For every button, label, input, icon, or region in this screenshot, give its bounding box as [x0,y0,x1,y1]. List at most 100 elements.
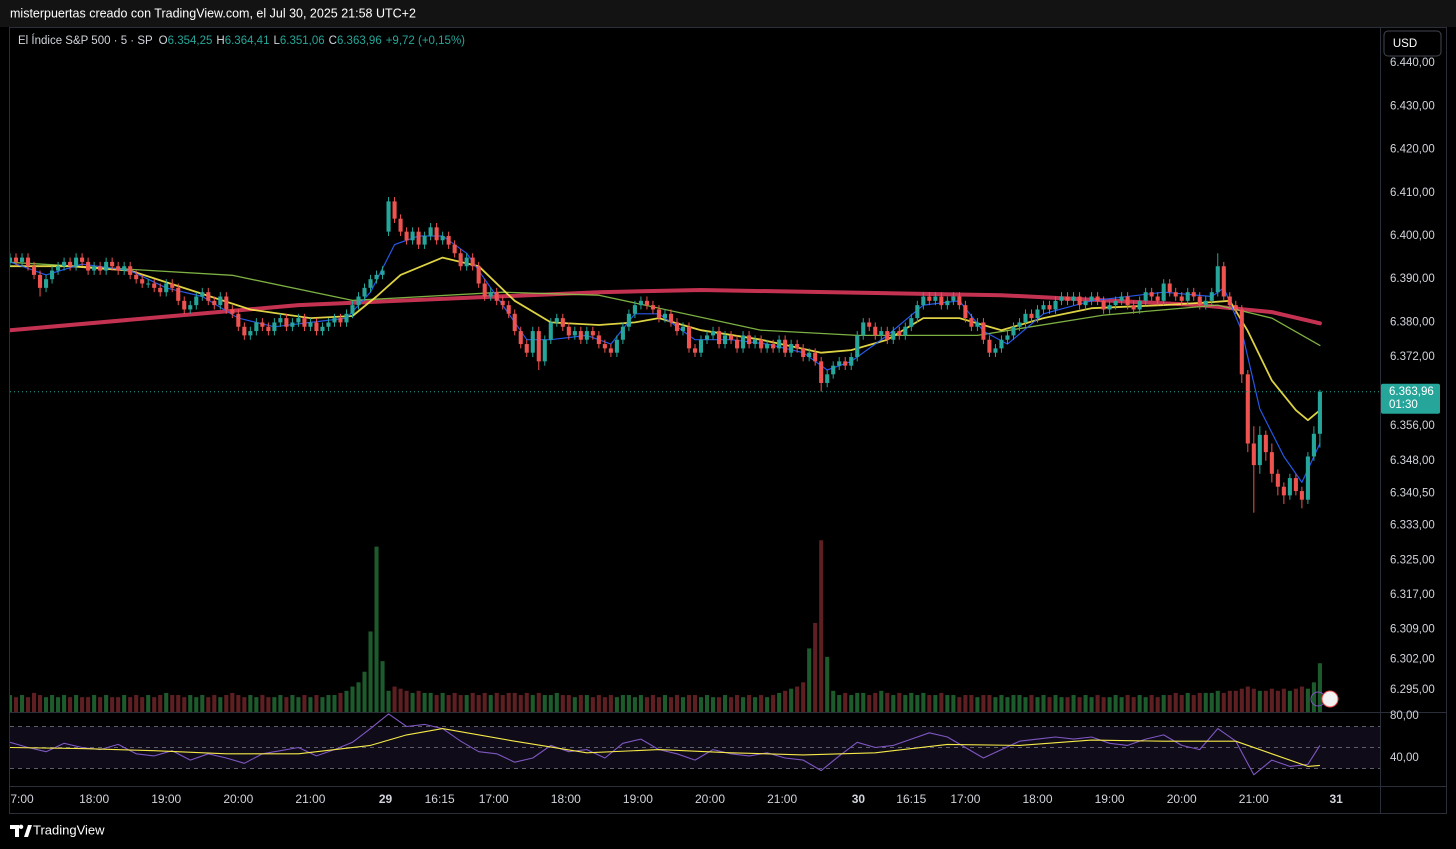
candle-body [969,318,974,327]
candle-body [1059,296,1064,301]
volume-bar [428,692,433,712]
candle-body [25,257,31,267]
volume-bar [897,692,902,712]
currency[interactable]: USD [1393,38,1417,50]
y-tick-label: 6.380,00 [1390,316,1435,328]
candle-body [386,201,391,232]
candle-body [200,292,205,297]
candle-body [104,261,109,271]
volume-bar [1089,697,1094,712]
volume-bar [350,686,355,712]
volume-bar [290,695,295,712]
volume-bar [1185,692,1190,712]
candle-body [308,322,313,327]
candle-body [344,313,349,323]
candle-body [662,313,667,319]
x-tick-label: 18:00 [79,792,109,806]
candle-body [80,257,85,262]
candle-body [428,227,433,236]
volume-bar [1215,690,1220,712]
volume-bar [807,648,812,712]
volume-bar [104,695,109,712]
volume-bar [981,695,986,712]
candle-body [548,322,553,340]
volume-bar [392,686,397,712]
candle-body [747,335,752,345]
volume-bar [470,692,475,712]
volume-bar [1305,688,1310,712]
footer [0,814,1456,849]
candle-body [1275,473,1280,487]
volume-bar [308,697,313,712]
event-icons [1310,690,1339,708]
last-price-label: 6.363,96 [1389,386,1434,398]
volume-bar [1287,690,1292,712]
volume-bar [1227,690,1232,712]
volume-bar [927,695,932,712]
candle-body [74,257,79,267]
volume-bar [662,695,667,712]
candle-body [470,257,475,267]
volume-bar [1125,695,1130,712]
symbol: El Índice S&P 500 · 5 · SP [18,34,153,47]
ohlc-key: O [159,35,168,47]
volume-bar [494,692,499,712]
volume-bar [1203,692,1208,712]
candle-body [1299,491,1304,500]
volume-bar [1131,697,1136,712]
volume-bar [590,697,595,712]
candle-body [68,261,73,267]
volume-bar [939,692,944,712]
candle-body [957,296,962,306]
candle-body [518,331,523,345]
candle-body [230,309,235,314]
volume-bar [987,695,992,712]
candle-body [1305,456,1310,500]
volume-bar [1101,697,1106,712]
candle-body [380,270,385,275]
volume-bar [1191,695,1196,712]
rsi-tick-label: 40,00 [1390,752,1419,764]
candle-body [44,279,49,288]
last-price-box [1381,383,1440,414]
volume-bar [176,695,181,712]
volume-bar [140,697,145,712]
volume-bar [1317,663,1322,712]
candle-body [843,361,848,366]
volume-bar [188,695,193,712]
candle-body [446,235,451,245]
candle-body [716,331,722,345]
volume-bar [362,671,367,712]
candle-body [110,261,115,267]
candle-body [1311,433,1316,457]
volume-bar [741,697,746,712]
volume-bar [1239,688,1244,712]
candle-body [320,326,325,332]
volume-bar [1173,692,1178,712]
volume-bar [813,622,818,712]
volume-bar [608,695,613,712]
currency-button[interactable] [1383,30,1442,57]
candle-body [440,235,445,241]
volume-bar [1041,695,1046,712]
candle-body [164,283,169,293]
y-tick-label: 6.440,00 [1390,57,1435,69]
volume-bar [680,697,686,712]
y-tick-label: 6.348,00 [1390,455,1435,467]
volume-bar [1269,688,1274,712]
candle-body [530,331,535,353]
candle-body [31,266,37,275]
volume-bar [404,690,409,712]
chart-frame [9,27,1447,814]
candle-body [867,322,872,327]
x-tick-label: 20:00 [695,792,725,806]
candle-body [398,218,403,232]
candle-body [1011,326,1016,336]
candle-body [861,322,866,336]
volume-bar [1053,695,1058,712]
candle-body [134,274,139,280]
x-tick-label: 7:00 [10,792,34,806]
volume-bar [747,695,752,712]
candle-body [1107,305,1112,310]
